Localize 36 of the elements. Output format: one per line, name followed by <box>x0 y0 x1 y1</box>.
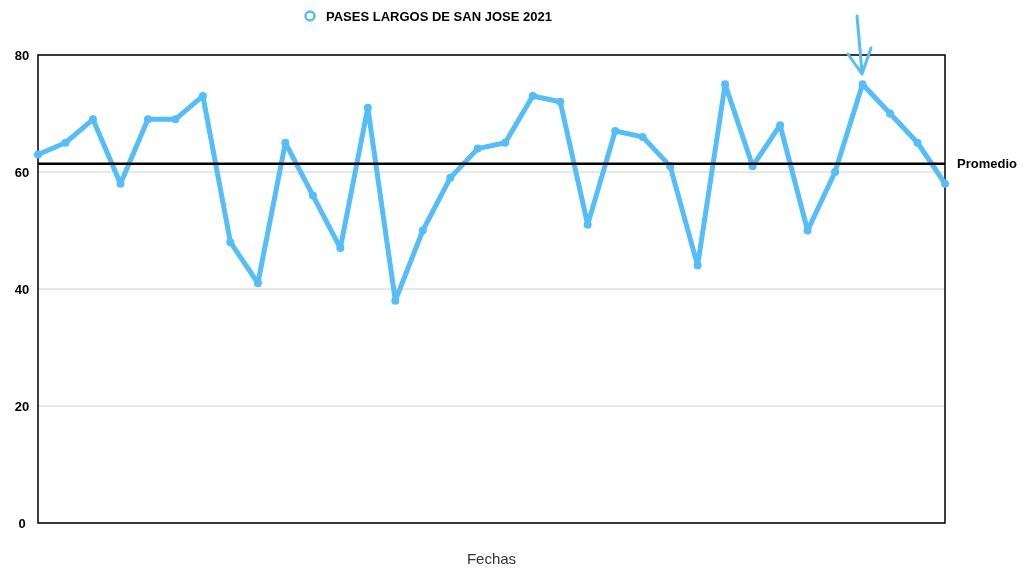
point <box>721 80 730 89</box>
point <box>831 168 840 176</box>
point <box>143 115 152 124</box>
point <box>61 138 70 147</box>
point <box>693 261 702 270</box>
point <box>171 115 180 124</box>
y-tick-label: 20 <box>14 398 30 414</box>
point <box>611 127 620 136</box>
y-tick-label: 40 <box>14 281 30 297</box>
point <box>638 132 647 141</box>
point <box>391 296 400 305</box>
point <box>446 173 455 182</box>
point <box>941 179 949 188</box>
point <box>803 226 812 235</box>
point <box>556 97 565 106</box>
point <box>886 109 895 118</box>
point <box>501 138 510 147</box>
point <box>913 138 922 147</box>
point <box>528 91 537 100</box>
x-axis-title: Fechas <box>466 550 517 567</box>
point <box>336 244 345 253</box>
point <box>198 91 207 100</box>
point <box>473 144 482 153</box>
legend-label: PASES LARGOS DE SAN JOSE 2021 <box>326 8 552 24</box>
point <box>583 220 592 229</box>
point <box>308 191 317 200</box>
point <box>34 150 42 159</box>
point <box>253 279 262 288</box>
ref-line-label: Promedio <box>957 156 1018 172</box>
point <box>363 103 372 112</box>
y-tick-label: 0 <box>18 515 26 531</box>
y-tick-label: 80 <box>14 47 30 63</box>
y-tick-label: 60 <box>14 164 30 180</box>
point <box>281 138 290 147</box>
point <box>418 226 427 235</box>
point <box>226 238 235 247</box>
